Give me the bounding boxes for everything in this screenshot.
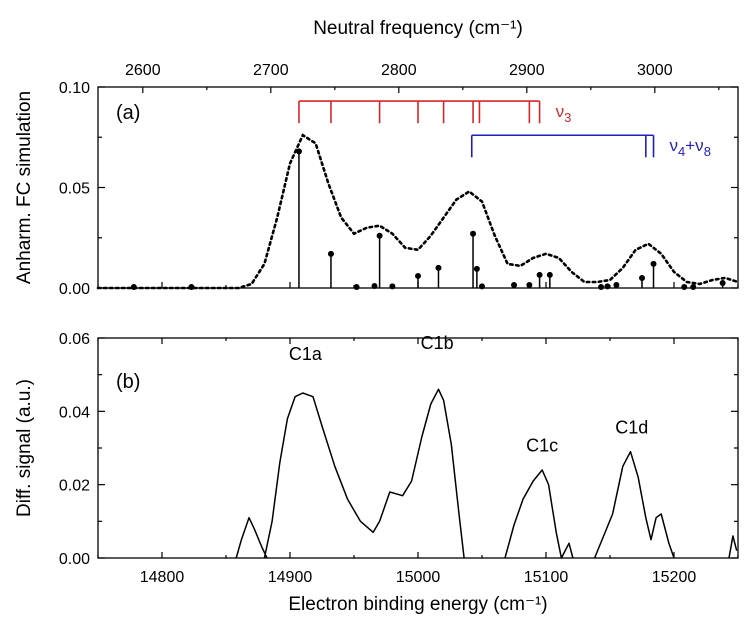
stick-point [479,283,485,290]
stick-point [295,148,302,155]
stick-point [415,272,421,279]
stick-point [639,274,645,281]
panel-a: 0.00 0.05 0.10 2600 2700 2800 2900 3000 Neutral … [14,18,740,298]
peak-label: C1c [526,436,558,456]
stick-point [188,283,195,290]
stick-point [389,283,396,290]
stick-point [598,283,605,290]
x-tick-label-b: 15100 [524,569,569,586]
signal-segment [235,516,268,559]
y-tick-label-b: 0.06 [59,331,90,348]
top-tick-label: 2700 [253,62,289,79]
peak-label: C1d [615,417,648,437]
top-tick-label: 2900 [509,62,545,79]
x-tick-label-b: 15000 [396,569,441,586]
panel-label-b: (b) [116,371,140,393]
stick-point [327,250,334,257]
y-axis-title-a: Anharm. FC simulation [14,91,35,284]
stick-point [371,282,378,289]
top-tick-label: 3000 [637,62,673,79]
stick-point [536,271,543,278]
y-tick-label-a: 0.00 [59,281,90,298]
stick-point [650,260,657,267]
stick-point [604,283,611,290]
stick-point [719,279,726,286]
signal-segment [504,469,574,559]
progression-label: ν3 [556,102,572,125]
progression-label: ν4+ν8 [670,136,711,159]
stick-point [353,283,360,290]
panel-b: 0.00 0.02 0.04 0.06 14800 14900 15000 15100 1520… [14,331,739,615]
stick-point [526,281,533,288]
x-tick-label-b: 14900 [268,569,313,586]
stick-point [546,271,553,278]
stick-point [473,265,480,272]
top-tick-label: 2600 [125,62,161,79]
y-tick-label-a: 0.10 [59,80,90,97]
stick-point [470,230,477,237]
signal-segment [593,450,675,559]
x-axis-title: Electron binding energy (cm⁻¹) [288,594,547,615]
stick-point [376,232,383,239]
peak-label: C1b [421,333,454,353]
stick-point [690,283,697,290]
progression-0: ν3 [298,100,572,125]
stick-point [681,283,688,290]
peak-label: C1a [289,344,323,364]
signal-segment [263,388,465,559]
panel-b-frame [97,337,739,559]
stick-point [435,264,442,271]
y-tick-label-b: 0.04 [59,404,90,421]
stick-point [613,281,620,288]
panel-label-a: (a) [116,102,140,124]
top-tick-label: 2800 [381,62,417,79]
signal-segment [728,535,738,559]
x-tick-label-b: 14800 [140,569,185,586]
progression-1: ν4+ν8 [470,134,711,159]
stick-point [511,281,517,288]
y-axis-title-b: Diff. signal (a.u.) [14,379,35,517]
y-tick-label-a: 0.05 [59,181,90,198]
stick-point [130,283,137,290]
fc-envelope-line [96,133,740,290]
y-tick-label-b: 0.02 [59,478,90,495]
top-axis-title: Neutral frequency (cm⁻¹) [313,18,523,39]
x-tick-label-b: 15200 [652,569,697,586]
y-tick-label-b: 0.00 [59,551,90,568]
